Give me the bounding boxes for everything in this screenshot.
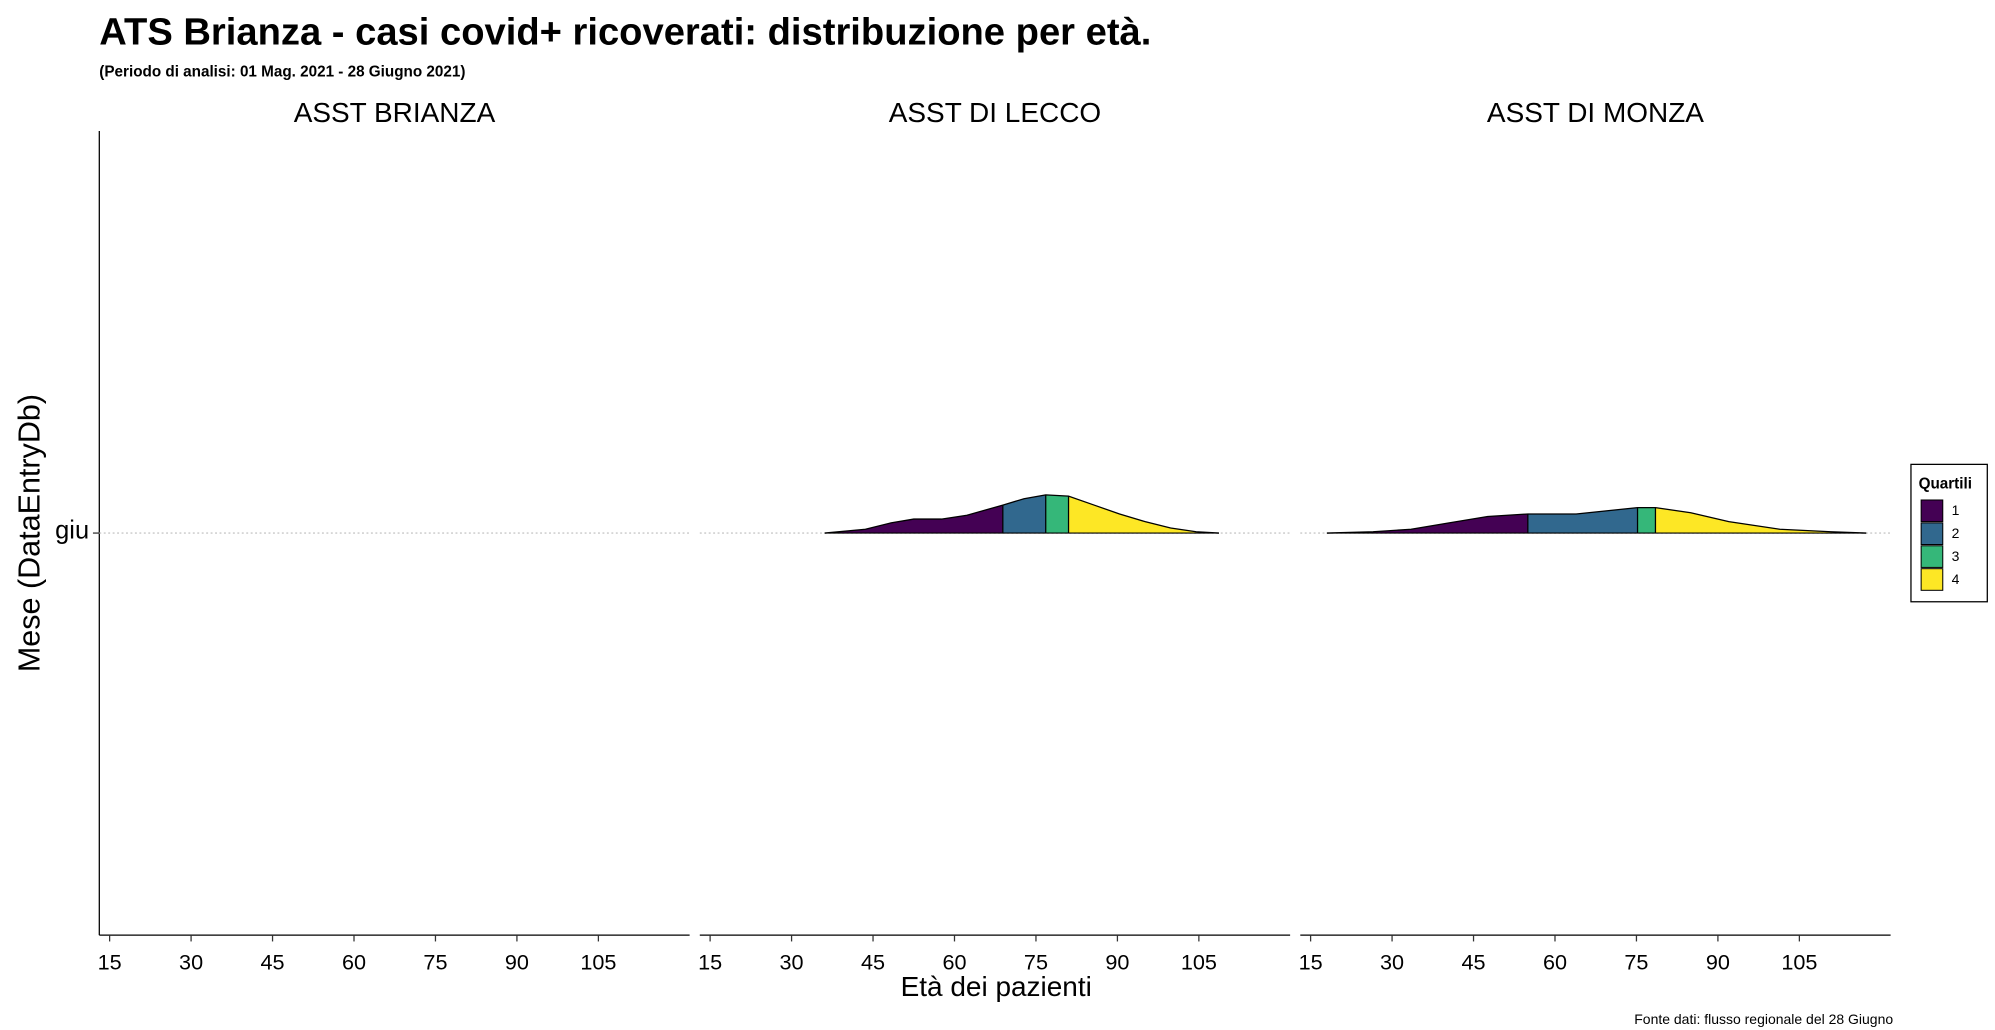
x-tick-label: 30 (179, 949, 203, 974)
x-tick-label: 60 (1543, 949, 1567, 974)
legend-label: 2 (1952, 525, 1960, 541)
legend-swatch (1920, 568, 1944, 591)
y-axis-label: Mese (DataEntryDb) (13, 394, 47, 672)
panel-title: ASST DI LECCO (889, 97, 1101, 128)
density-line (824, 494, 1220, 534)
x-tick-label: 45 (261, 949, 285, 974)
x-tick-label: 60 (342, 949, 366, 974)
x-tick-label: 90 (1706, 949, 1730, 974)
quartile-fill (1068, 494, 1219, 534)
legend-title: Quartili (1919, 476, 1972, 493)
x-axis-label: Età dei pazienti (901, 971, 1092, 1002)
x-tick-label: 105 (1781, 949, 1817, 974)
x-tick-label: 30 (1380, 949, 1404, 974)
legend-swatch (1920, 499, 1944, 523)
legend-swatch (1920, 545, 1944, 568)
y-tick-label: giu (55, 517, 89, 545)
panel-title: ASST DI MONZA (1487, 97, 1704, 128)
x-tick-label: 90 (1105, 949, 1129, 974)
x-tick-label: 105 (1181, 949, 1217, 974)
legend: Quartili 1 2 3 4 (1910, 463, 1988, 603)
quartile-fill (1527, 507, 1638, 534)
quartile-fill (1045, 494, 1069, 534)
x-tick-label: 45 (861, 949, 885, 974)
legend-label: 1 (1952, 502, 1960, 518)
x-tick-label: 75 (423, 949, 447, 974)
chart-title: ATS Brianza - casi covid+ ricoverati: di… (99, 11, 1151, 54)
x-tick-label: 15 (698, 949, 722, 974)
legend-label: 3 (1952, 548, 1960, 564)
chart-subtitle: (Periodo di analisi: 01 Mag. 2021 - 28 G… (99, 63, 465, 80)
x-tick-label: 15 (98, 949, 122, 974)
x-tick-label: 75 (1024, 949, 1048, 974)
x-tick-label: 60 (942, 949, 966, 974)
legend-swatch (1920, 522, 1944, 546)
x-tick-label: 75 (1624, 949, 1648, 974)
caption: Fonte dati: flusso regionale del 28 Giug… (1634, 1011, 1893, 1027)
legend-label: 4 (1952, 571, 1960, 587)
quartile-fill (1326, 507, 1528, 534)
x-tick-label: 105 (580, 949, 616, 974)
x-tick-label: 45 (1462, 949, 1486, 974)
x-tick-label: 30 (780, 949, 804, 974)
quartile-fill (1637, 507, 1656, 534)
quartile-fill (1002, 494, 1046, 534)
density-line (1326, 506, 1867, 534)
quartile-fill (1655, 507, 1867, 534)
panel-title: ASST BRIANZA (294, 97, 496, 128)
quartile-fill (824, 494, 1003, 534)
x-tick-label: 90 (505, 949, 529, 974)
x-tick-label: 15 (1299, 949, 1323, 974)
